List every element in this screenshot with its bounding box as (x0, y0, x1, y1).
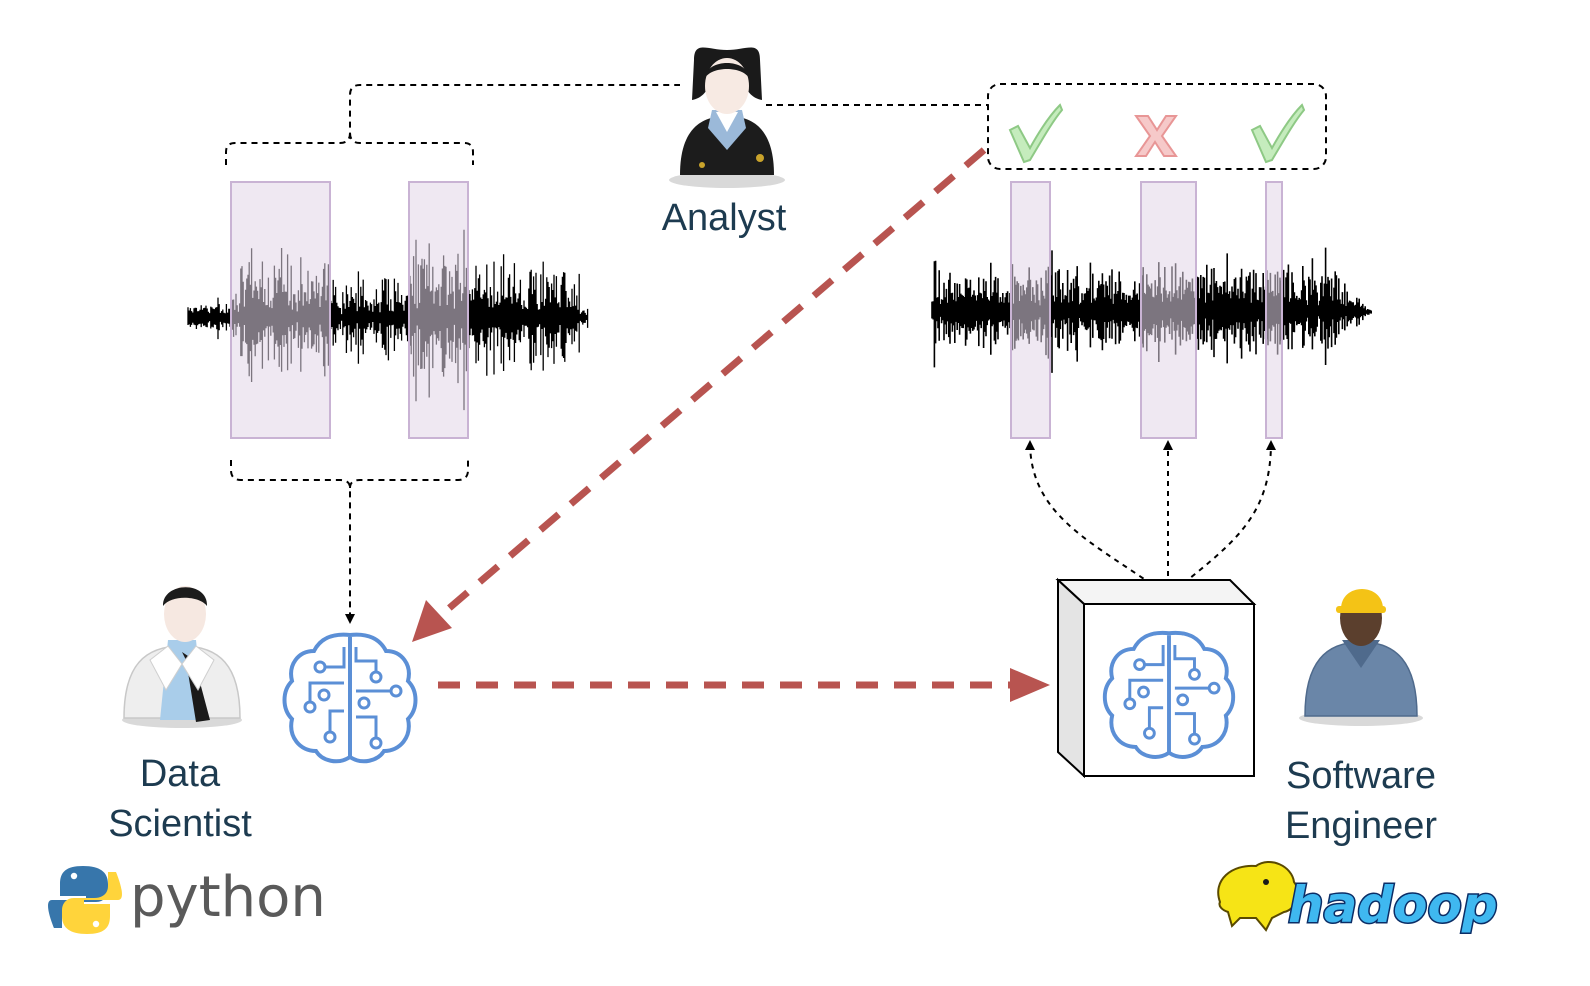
left-segment-2 (408, 181, 469, 439)
feedback-arrow (412, 147, 987, 642)
top-left-brace (225, 84, 680, 165)
hadoop-wordmark: hadoop (1288, 876, 1498, 934)
left-waveform (187, 181, 589, 439)
review-box (987, 83, 1327, 170)
right-segment-3 (1265, 181, 1283, 439)
right-segment-2 (1140, 181, 1197, 439)
data-scientist-label-line1: Data (140, 753, 221, 795)
right-waveform (931, 181, 1372, 439)
python-logo: python (48, 865, 326, 934)
data-scientist-label-line2: Scientist (108, 803, 252, 845)
deployment-box-icon (1055, 577, 1257, 779)
ai-brain-icon (282, 632, 418, 764)
check-mark-1 (1008, 103, 1064, 164)
deploy-arrow-3 (1167, 440, 1276, 597)
software-engineer-label-line2: Engineer (1285, 805, 1437, 847)
software-engineer-avatar-icon (1299, 589, 1423, 726)
analyst-avatar-icon (669, 47, 785, 188)
deploy-arrow-1 (1025, 440, 1169, 597)
left-segment-1 (230, 181, 331, 439)
analyst-label: Analyst (662, 197, 787, 239)
python-wordmark: python (130, 865, 326, 930)
hadoop-logo: hadoop (1217, 861, 1499, 936)
data-scientist-avatar-icon (122, 586, 242, 728)
check-mark-2 (1250, 103, 1306, 164)
bottom-left-brace (230, 460, 355, 624)
right-segment-1 (1010, 181, 1051, 439)
cross-mark (1134, 115, 1178, 157)
deployment-arrow (438, 668, 1050, 702)
software-engineer-label-line1: Software (1286, 755, 1436, 797)
review-marks (1008, 103, 1306, 164)
